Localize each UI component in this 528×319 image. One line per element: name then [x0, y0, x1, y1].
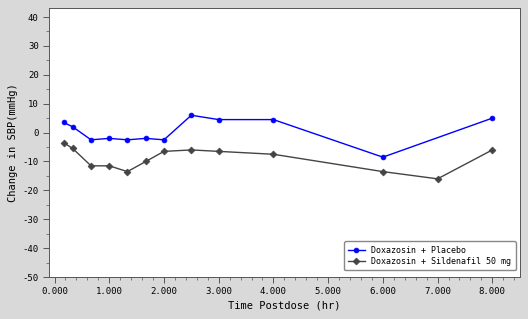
- Doxazosin + Sildenafil 50 mg: [88, 164, 94, 168]
- Doxazosin + Sildenafil 50 mg: [489, 148, 495, 152]
- Doxazosin + Sildenafil 50 mg: [70, 146, 76, 150]
- Doxazosin + Placebo: [88, 138, 94, 142]
- Doxazosin + Placebo: [380, 155, 386, 159]
- Doxazosin + Sildenafil 50 mg: [143, 160, 149, 163]
- Doxazosin + Sildenafil 50 mg: [435, 177, 441, 181]
- Doxazosin + Placebo: [143, 137, 149, 140]
- Line: Doxazosin + Sildenafil 50 mg: Doxazosin + Sildenafil 50 mg: [61, 140, 495, 181]
- X-axis label: Time Postdose (hr): Time Postdose (hr): [228, 301, 341, 311]
- Y-axis label: Change in SBP(mmHg): Change in SBP(mmHg): [8, 83, 18, 202]
- Doxazosin + Placebo: [61, 121, 67, 124]
- Doxazosin + Placebo: [161, 138, 167, 142]
- Legend: Doxazosin + Placebo, Doxazosin + Sildenafil 50 mg: Doxazosin + Placebo, Doxazosin + Sildena…: [344, 241, 515, 270]
- Doxazosin + Placebo: [188, 113, 194, 117]
- Doxazosin + Placebo: [215, 118, 222, 122]
- Doxazosin + Sildenafil 50 mg: [61, 141, 67, 145]
- Doxazosin + Sildenafil 50 mg: [188, 148, 194, 152]
- Doxazosin + Sildenafil 50 mg: [161, 150, 167, 153]
- Doxazosin + Sildenafil 50 mg: [106, 164, 112, 168]
- Doxazosin + Placebo: [124, 138, 130, 142]
- Doxazosin + Placebo: [70, 125, 76, 129]
- Doxazosin + Sildenafil 50 mg: [270, 152, 277, 156]
- Doxazosin + Sildenafil 50 mg: [215, 150, 222, 153]
- Doxazosin + Placebo: [106, 137, 112, 140]
- Doxazosin + Sildenafil 50 mg: [124, 170, 130, 174]
- Line: Doxazosin + Placebo: Doxazosin + Placebo: [61, 113, 495, 160]
- Doxazosin + Placebo: [270, 118, 277, 122]
- Doxazosin + Sildenafil 50 mg: [380, 170, 386, 174]
- Doxazosin + Placebo: [489, 116, 495, 120]
